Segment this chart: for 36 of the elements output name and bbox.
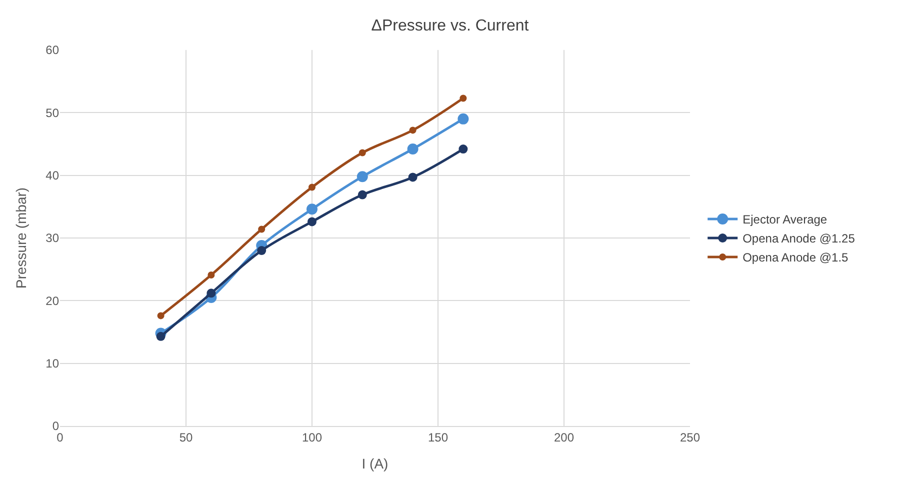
point [157,312,164,320]
y-tick-label: 20 [46,294,60,308]
point [460,94,467,102]
x-axis-title: I (A) [362,456,388,472]
point [306,204,318,215]
x-tick-label: 150 [428,430,448,444]
point [458,144,468,154]
y-tick-label: 40 [46,168,60,183]
point [208,271,215,278]
y-tick-label: 30 [46,231,60,246]
y-tick-label: 0 [52,419,60,434]
point [206,288,216,298]
y-axis-title: Pressure (mbar) [13,187,30,289]
point [407,144,418,155]
point [258,226,266,233]
point [156,332,166,341]
y-tick-label: 60 [46,43,60,58]
x-tick-label: 200 [554,430,574,444]
x-tick-label: 250 [680,430,700,444]
point [409,126,416,134]
y-tick-label: 50 [46,106,60,120]
x-tick-label: 50 [179,430,193,444]
legend-label: Ejector Average [742,212,828,227]
y-tick-label: 10 [46,356,60,371]
x-tick-label: 100 [302,430,322,444]
point [408,172,418,182]
point [356,171,368,182]
point [308,217,316,226]
chart-title: ΔPressure vs. Current [371,17,530,34]
point [358,149,366,156]
point [257,246,266,256]
point [458,113,469,124]
legend-label: Opena Anode @1.5 [742,250,849,265]
point [308,184,316,191]
point [358,190,367,200]
legend-label: Opena Anode @1.25 [742,232,856,246]
